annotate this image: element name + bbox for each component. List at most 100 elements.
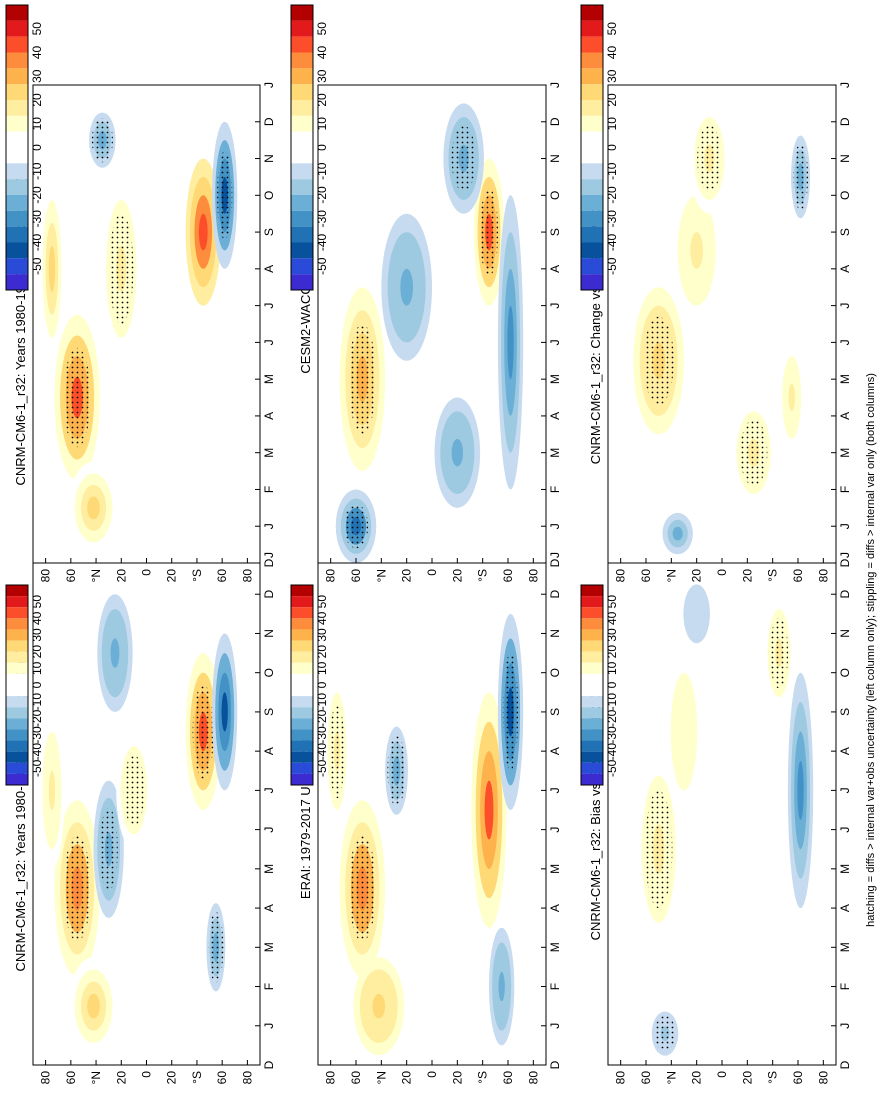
colorbar-tick-label: 40 <box>30 611 44 625</box>
month-tick-label: O <box>548 191 562 200</box>
colorbar-tick-label: 50 <box>315 22 329 36</box>
colorbar-swatch <box>291 607 313 619</box>
colorbar-tick-label: 0 <box>605 681 619 688</box>
colorbar-tick-label: -30 <box>315 726 329 744</box>
month-tick-label: D <box>838 1060 852 1069</box>
lat-tick-label: 0 <box>425 569 439 576</box>
colorbar-tick-label: -30 <box>605 726 619 744</box>
stipple-region <box>348 324 377 435</box>
lat-tick-label: °S <box>766 569 780 582</box>
colorbar-swatch <box>6 740 28 752</box>
stipple-region <box>91 118 113 163</box>
colorbar-tick-label: 30 <box>605 628 619 642</box>
colorbar-tick-label: 30 <box>605 69 619 83</box>
colorbar-swatch <box>581 68 603 85</box>
colorbar-tick-label: -10 <box>315 162 329 180</box>
colorbar-tick-label: -20 <box>315 709 329 727</box>
month-tick-label: A <box>548 904 562 912</box>
colorbar-tick-label: -20 <box>315 186 329 204</box>
colorbar-tick-label: 30 <box>315 628 329 642</box>
colorbar-swatch <box>291 195 313 211</box>
colorbar-tick-label: 10 <box>315 117 329 131</box>
colorbar-tick-label: 40 <box>315 46 329 60</box>
lat-tick-label: 20 <box>450 1071 464 1085</box>
lat-tick-label: 0 <box>715 569 729 576</box>
lat-tick-label: 80 <box>614 1071 628 1085</box>
stipple-region <box>697 125 722 192</box>
colorbar-swatch <box>291 585 313 597</box>
month-tick-label: J <box>548 787 562 793</box>
heat-blob <box>87 993 100 1019</box>
panel-right-mid: 80 60 °N 20 0 20 °S 60 80DJFMAMJJASONDJCESM2-WAC… <box>298 82 562 582</box>
month-tick-label: D <box>262 558 276 567</box>
colorbar-swatch <box>291 179 313 195</box>
heat-blob <box>48 245 56 292</box>
stipple-region <box>644 790 673 909</box>
colorbar-tick-label: -40 <box>30 743 44 761</box>
colorbar-swatch <box>581 131 603 148</box>
colorbar-tick-label: 10 <box>605 661 619 675</box>
month-tick-label: J <box>548 552 562 558</box>
heat-blob <box>198 213 208 251</box>
month-tick-label: M <box>548 374 562 384</box>
panel-right-bot: 80 60 °N 20 0 20 °S 60 80DJFMAMJJASONDJCNRM-CM6-… <box>588 82 852 582</box>
month-tick-label: N <box>262 629 276 638</box>
month-tick-label: M <box>262 448 276 458</box>
month-tick-label: O <box>262 191 276 200</box>
colorbar-swatch <box>581 685 603 697</box>
colorbar-tick-label: -10 <box>30 693 44 711</box>
colorbar-swatch <box>291 729 313 741</box>
month-tick-label: A <box>548 265 562 273</box>
colorbar-tick-label: 0 <box>30 144 44 151</box>
lat-tick-label: 60 <box>215 569 229 583</box>
month-tick-label: J <box>548 827 562 833</box>
stipple-region <box>792 143 809 211</box>
month-tick-label: N <box>548 154 562 163</box>
colorbar-swatch <box>581 100 603 116</box>
month-tick-label: A <box>838 747 852 755</box>
heat-blob <box>692 604 702 624</box>
lat-tick-label: °N <box>664 569 678 582</box>
lat-tick-label: °N <box>89 1071 103 1084</box>
colorbar-swatch <box>291 762 313 774</box>
colorbar-swatch <box>581 696 603 708</box>
stipple-region <box>654 1015 676 1052</box>
colorbar-tick-label: 30 <box>30 69 44 83</box>
lat-tick-label: 80 <box>324 1071 338 1085</box>
colorbar-swatch <box>581 36 603 53</box>
colorbar-tick-label: -10 <box>605 693 619 711</box>
lat-tick-label: °S <box>476 569 490 582</box>
colorbar-swatch <box>6 274 28 290</box>
stipple-region <box>502 653 519 771</box>
colorbar-swatch <box>6 210 28 227</box>
colorbar-swatch <box>6 696 28 708</box>
month-tick-label: O <box>838 668 852 677</box>
colorbar-swatch <box>581 707 603 719</box>
colorbar-swatch <box>291 707 313 719</box>
month-tick-label: J <box>262 82 276 88</box>
month-tick-label: F <box>548 983 562 990</box>
colorbar-swatch <box>581 226 603 243</box>
month-tick-label: J <box>262 552 276 558</box>
month-tick-label: M <box>262 942 276 952</box>
colorbar-swatch <box>291 662 313 674</box>
lat-tick-label: 60 <box>64 1071 78 1085</box>
month-tick-label: M <box>548 864 562 874</box>
panel-left-top: 80 60 °N 20 0 20 °S 60 80DJFMAMJJASONDJCNRM-CM6-… <box>13 552 276 1084</box>
month-tick-label: F <box>838 983 852 990</box>
colorbar-tick-label: -10 <box>315 693 329 711</box>
colorbar-swatch <box>6 100 28 116</box>
month-tick-label: J <box>262 339 276 345</box>
colorbar-swatch <box>581 585 603 597</box>
colorbar-tick-label: 10 <box>30 661 44 675</box>
colorbar-tick-label: 0 <box>30 681 44 688</box>
month-tick-label: O <box>548 668 562 677</box>
lat-tick-label: °N <box>374 1071 388 1084</box>
lat-tick-label: 80 <box>39 569 53 583</box>
colorbar-swatch <box>6 751 28 763</box>
lat-tick-label: 0 <box>140 569 154 576</box>
colorbar-swatch <box>6 640 28 652</box>
